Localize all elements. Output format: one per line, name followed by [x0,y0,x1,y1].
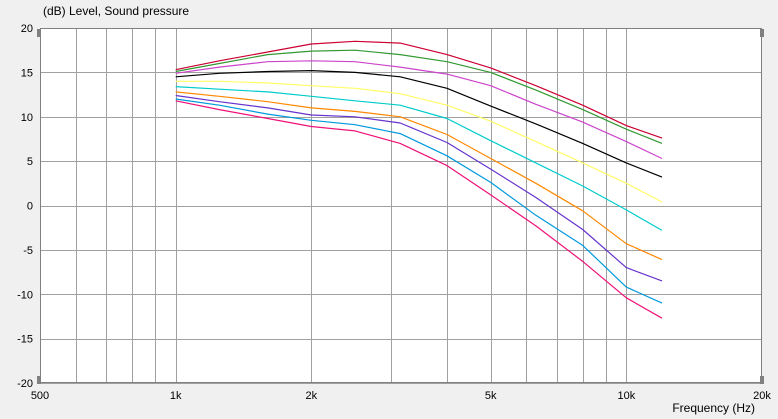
y-scroll-handle-bottom[interactable] [37,376,41,384]
right-scroll-handle-bottom[interactable] [760,376,764,384]
x-tick-label: 20k [753,390,771,402]
x-tick-label: 5k [485,390,497,402]
x-tick-label: 1k [170,390,182,402]
y-tick-label: -20 [17,378,33,390]
right-scroll-handle-top[interactable] [760,29,764,37]
plot-frame [40,28,762,383]
y-tick-label: -5 [23,245,33,257]
series-line-5 [175,80,663,203]
y-tick-label: 0 [27,201,33,213]
x-tick-label: 2k [306,390,318,402]
plot-background [40,28,762,383]
series-group [175,40,663,319]
series-line-6 [175,86,663,231]
y-tick-label: 20 [21,23,33,35]
series-line-7 [175,91,663,261]
x-axis-title: Frequency (Hz) [672,401,755,415]
y-tick-label: -10 [17,289,33,301]
series-line-9 [175,98,663,304]
y-axis-title: (dB) Level, Sound pressure [43,4,189,18]
y-tick-label: 5 [27,156,33,168]
x-tick-label: 10k [617,390,635,402]
y-tick-label: 15 [21,67,33,79]
series-line-4 [175,69,663,178]
series-line-3 [175,60,663,160]
y-tick-label: 10 [21,112,33,124]
series-line-8 [175,94,663,282]
series-line-10 [175,100,663,319]
y-tick-label: -15 [17,334,33,346]
series-line-2 [175,49,663,144]
series-line-1 [175,40,663,139]
x-tick-label: 500 [31,390,49,402]
y-scroll-handle-top[interactable] [37,29,41,37]
